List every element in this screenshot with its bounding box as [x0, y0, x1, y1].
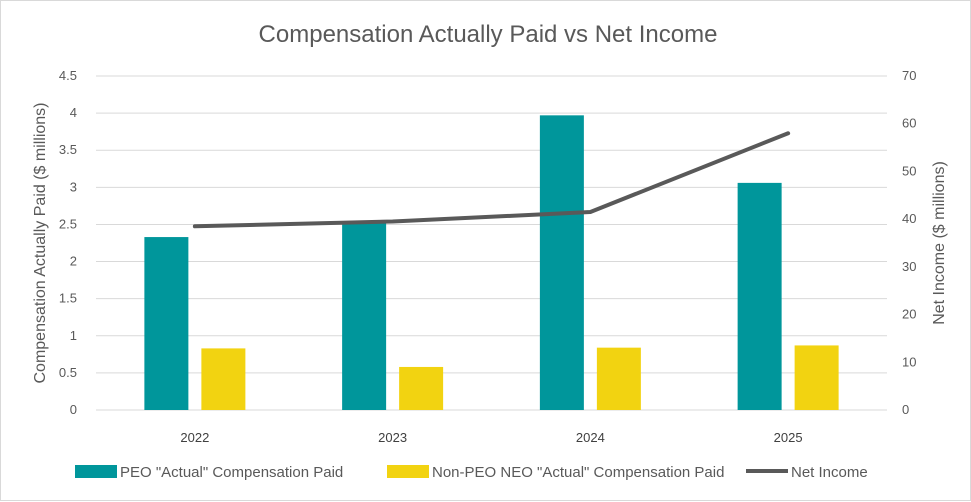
left-tick-label: 2.5 [59, 216, 77, 231]
right-tick-label: 70 [902, 68, 916, 83]
legend-label: Non-PEO NEO "Actual" Compensation Paid [432, 464, 724, 481]
neo-bar [596, 347, 641, 410]
peo-bar [539, 115, 584, 411]
neo-bar [794, 345, 839, 410]
right-tick-label: 60 [902, 116, 916, 131]
right-tick-label: 0 [902, 402, 909, 417]
left-tick-label: 2 [70, 254, 77, 269]
left-tick-label: 4 [70, 105, 77, 120]
left-tick-label: 4.5 [59, 68, 77, 83]
legend-swatch-neo [387, 465, 429, 478]
left-tick-label: 1.5 [59, 291, 77, 306]
legend-swatch-peo [75, 465, 117, 478]
category-label: 2022 [180, 430, 209, 445]
peo-bar [342, 222, 387, 410]
category-label: 2025 [774, 430, 803, 445]
peo-bar [737, 182, 782, 410]
right-tick-label: 20 [902, 307, 916, 322]
legend-label: PEO "Actual" Compensation Paid [120, 464, 343, 481]
right-tick-label: 40 [902, 211, 916, 226]
right-tick-label: 30 [902, 259, 916, 274]
legend-label: Net Income [791, 464, 868, 481]
right-axis-title: Net Income ($ millions) [931, 161, 948, 325]
line-series [192, 131, 791, 229]
category-label: 2024 [576, 430, 605, 445]
chart-title: Compensation Actually Paid vs Net Income [259, 21, 718, 48]
category-label: 2023 [378, 430, 407, 445]
right-tick-label: 50 [902, 163, 916, 178]
bar-series [144, 115, 839, 411]
peo-bar [144, 237, 189, 410]
left-axis-ticks: 0 0.5 1 1.5 2 2.5 3 3.5 4 4.5 [59, 68, 77, 417]
left-tick-label: 0 [70, 402, 77, 417]
neo-bar [399, 366, 444, 410]
left-tick-label: 1 [70, 328, 77, 343]
left-tick-label: 3.5 [59, 142, 77, 157]
left-tick-label: 0.5 [59, 365, 77, 380]
right-axis-ticks: 0 10 20 30 40 50 60 70 [902, 68, 916, 417]
legend: PEO "Actual" Compensation Paid Non-PEO NE… [75, 464, 868, 481]
right-tick-label: 10 [902, 354, 916, 369]
net-income-line [192, 131, 791, 229]
category-axis-labels: 2022 2023 2024 2025 [180, 430, 802, 445]
left-axis-title: Compensation Actually Paid ($ millions) [32, 102, 49, 383]
left-tick-label: 3 [70, 179, 77, 194]
neo-bar [201, 348, 246, 410]
